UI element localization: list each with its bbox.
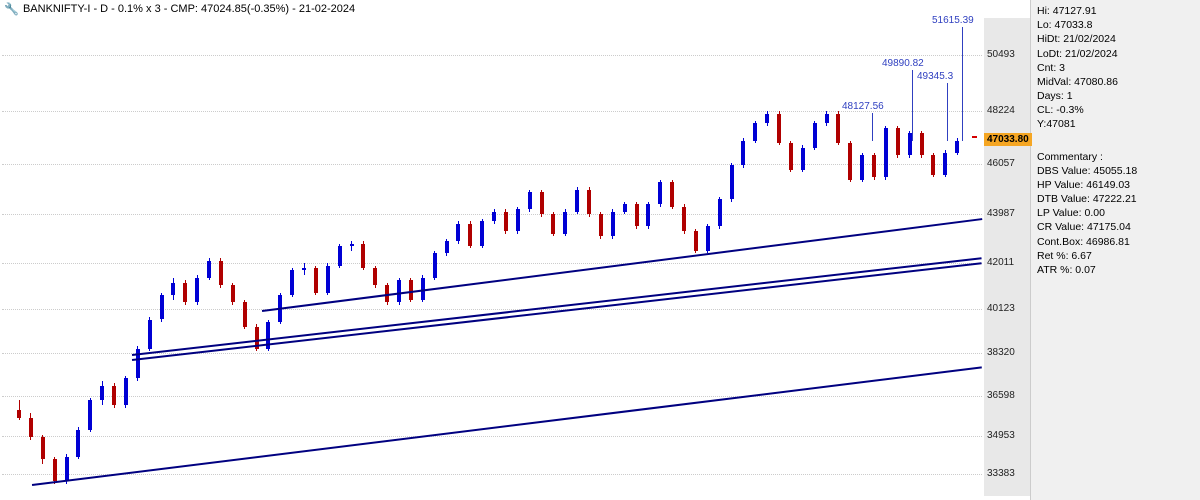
chart-title-bar: 🔧 BANKNIFTY-I - D - 0.1% x 3 - CMP: 4702… <box>4 2 355 16</box>
panel-cl: CL: -0.3% <box>1037 103 1194 117</box>
chart-title: BANKNIFTY-I - D - 0.1% x 3 - CMP: 47024.… <box>23 3 355 15</box>
info-panel: Hi: 47127.91 Lo: 47033.8 HiDt: 21/02/202… <box>1030 0 1200 500</box>
y-tick-label: 50493 <box>987 49 1015 60</box>
gridline <box>2 263 982 264</box>
target-wick <box>947 83 948 140</box>
panel-hi: Hi: 47127.91 <box>1037 4 1194 18</box>
gridline <box>2 55 982 56</box>
gridline <box>2 309 982 310</box>
y-axis: 33383 34953 36598 38320 40123 42011 43987 46057… <box>984 18 1030 496</box>
panel-lp: LP Value: 0.00 <box>1037 206 1194 220</box>
target-wick <box>872 113 873 141</box>
gridline <box>2 164 982 165</box>
trendline <box>132 262 982 360</box>
y-tick-label: 46057 <box>987 158 1015 169</box>
y-tick-label: 33383 <box>987 468 1015 479</box>
panel-midval: MidVal: 47080.86 <box>1037 75 1194 89</box>
panel-atr: ATR %: 0.07 <box>1037 263 1194 277</box>
trendline <box>32 366 982 485</box>
wrench-icon[interactable]: 🔧 <box>4 2 19 16</box>
panel-y: Y:47081 <box>1037 117 1194 131</box>
target-label: 49890.82 <box>882 58 924 69</box>
panel-cnt: Cnt: 3 <box>1037 61 1194 75</box>
target-label: 51615.39 <box>932 15 974 26</box>
panel-hidt: HiDt: 21/02/2024 <box>1037 32 1194 46</box>
y-tick-label: 48224 <box>987 105 1015 116</box>
target-label: 48127.56 <box>842 101 884 112</box>
panel-dtb: DTB Value: 47222.21 <box>1037 192 1194 206</box>
panel-ret: Ret %: 6.67 <box>1037 249 1194 263</box>
y-tick-label: 38320 <box>987 347 1015 358</box>
target-label: 49345.3 <box>917 71 953 82</box>
panel-dbs: DBS Value: 45055.18 <box>1037 164 1194 178</box>
chart-area[interactable]: 🔧 BANKNIFTY-I - D - 0.1% x 3 - CMP: 4702… <box>0 0 1030 500</box>
gridline <box>2 474 982 475</box>
target-wick <box>962 27 963 140</box>
panel-cr: CR Value: 47175.04 <box>1037 220 1194 234</box>
panel-lodt: LoDt: 21/02/2024 <box>1037 47 1194 61</box>
gridline <box>2 436 982 437</box>
panel-days: Days: 1 <box>1037 89 1194 103</box>
y-tick-label: 40123 <box>987 303 1015 314</box>
y-tick-label: 36598 <box>987 390 1015 401</box>
panel-commentary-header: Commentary : <box>1037 150 1194 164</box>
marker-dot <box>972 136 977 138</box>
gridline <box>2 396 982 397</box>
panel-contbox: Cont.Box: 46986.81 <box>1037 235 1194 249</box>
gridline <box>2 111 982 112</box>
current-price-tag: 47033.80 <box>984 133 1032 146</box>
y-tick-label: 34953 <box>987 430 1015 441</box>
chart-container: 🔧 BANKNIFTY-I - D - 0.1% x 3 - CMP: 4702… <box>0 0 1200 500</box>
plot-area[interactable]: 48127.56 49890.82 49345.3 51615.39 <box>2 18 982 496</box>
target-wick <box>912 70 913 141</box>
y-tick-label: 43987 <box>987 208 1015 219</box>
panel-hp: HP Value: 46149.03 <box>1037 178 1194 192</box>
panel-lo: Lo: 47033.8 <box>1037 18 1194 32</box>
y-tick-label: 42011 <box>987 257 1014 268</box>
